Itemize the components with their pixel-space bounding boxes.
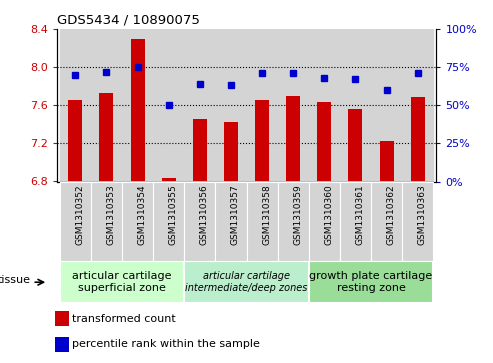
- Text: GSM1310356: GSM1310356: [200, 184, 209, 245]
- Text: GSM1310361: GSM1310361: [355, 184, 364, 245]
- Bar: [278, 182, 309, 261]
- Bar: [309, 29, 340, 182]
- Text: GSM1310354: GSM1310354: [138, 184, 146, 245]
- Bar: [255, 99, 269, 182]
- Bar: [55, 311, 69, 326]
- Bar: [131, 38, 144, 182]
- Text: GDS5434 / 10890075: GDS5434 / 10890075: [57, 13, 200, 26]
- Bar: [340, 182, 371, 261]
- Bar: [215, 29, 246, 182]
- Text: GSM1310353: GSM1310353: [106, 184, 115, 245]
- Text: GSM1310359: GSM1310359: [293, 184, 302, 245]
- Bar: [100, 93, 113, 182]
- Text: percentile rank within the sample: percentile rank within the sample: [71, 339, 259, 350]
- Bar: [122, 29, 153, 182]
- Text: GSM1310358: GSM1310358: [262, 184, 271, 245]
- Text: articular cartilage
superficial zone: articular cartilage superficial zone: [72, 272, 172, 293]
- Bar: [69, 99, 82, 182]
- Bar: [184, 182, 215, 261]
- Text: GSM1310357: GSM1310357: [231, 184, 240, 245]
- Bar: [55, 338, 69, 351]
- Bar: [60, 261, 184, 303]
- Bar: [309, 182, 340, 261]
- Bar: [122, 182, 153, 261]
- Bar: [371, 182, 402, 261]
- Bar: [215, 182, 246, 261]
- Bar: [246, 29, 278, 182]
- Text: GSM1310363: GSM1310363: [418, 184, 426, 245]
- Text: GSM1310352: GSM1310352: [75, 184, 84, 245]
- Bar: [60, 182, 91, 261]
- Bar: [402, 29, 433, 182]
- Bar: [349, 109, 362, 182]
- Bar: [309, 261, 433, 303]
- Bar: [184, 29, 215, 182]
- Bar: [246, 182, 278, 261]
- Text: articular cartilage
intermediate/deep zones: articular cartilage intermediate/deep zo…: [185, 272, 308, 293]
- Bar: [317, 102, 331, 182]
- Bar: [224, 122, 238, 182]
- Text: GSM1310360: GSM1310360: [324, 184, 333, 245]
- Bar: [91, 29, 122, 182]
- Bar: [340, 29, 371, 182]
- Text: growth plate cartilage
resting zone: growth plate cartilage resting zone: [309, 272, 432, 293]
- Text: GSM1310355: GSM1310355: [169, 184, 177, 245]
- Bar: [371, 29, 402, 182]
- Bar: [402, 182, 433, 261]
- Bar: [193, 119, 207, 182]
- Bar: [411, 97, 424, 182]
- Bar: [60, 29, 91, 182]
- Bar: [153, 29, 184, 182]
- Bar: [91, 182, 122, 261]
- Text: GSM1310362: GSM1310362: [387, 184, 395, 245]
- Bar: [286, 96, 300, 182]
- Text: tissue: tissue: [0, 275, 31, 285]
- Bar: [278, 29, 309, 182]
- Text: transformed count: transformed count: [71, 314, 176, 323]
- Bar: [153, 182, 184, 261]
- Bar: [380, 142, 393, 182]
- Bar: [184, 261, 309, 303]
- Bar: [162, 178, 176, 182]
